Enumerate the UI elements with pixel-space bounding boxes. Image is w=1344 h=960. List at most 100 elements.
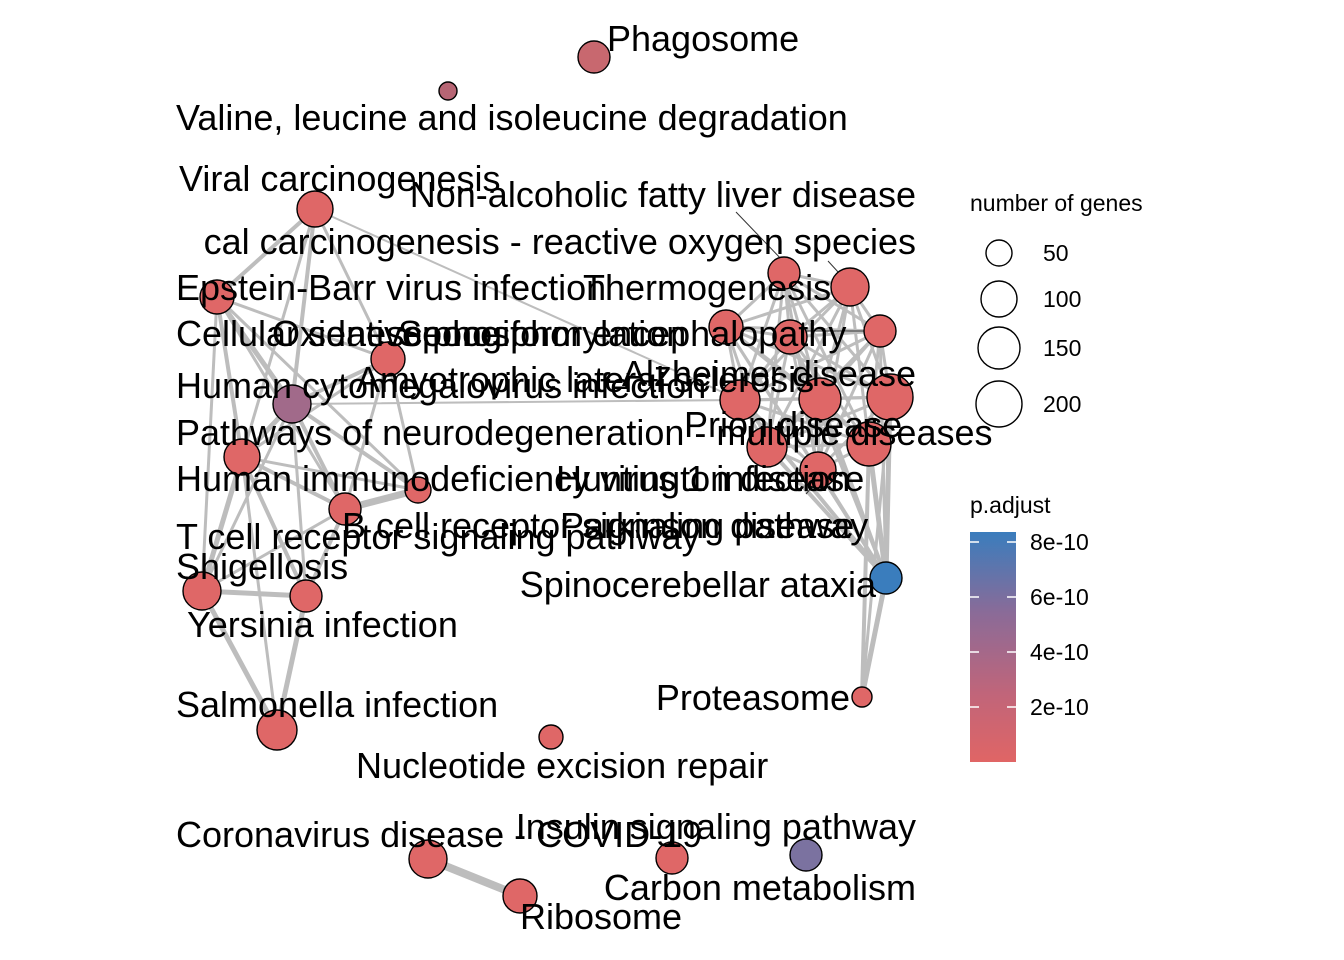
node-thermo	[863, 314, 897, 348]
node-phagosome	[577, 40, 611, 74]
node-label-insulin: Insulin signaling pathway	[516, 806, 916, 847]
size-legend-title: number of genes	[970, 190, 1143, 216]
node-label-shigella: Shigellosis	[176, 546, 348, 587]
node-label-als: Amyotrophic lateral sclerosis	[356, 359, 814, 400]
node-nafld	[767, 256, 801, 290]
color-legend: p.adjust 8e-10 6e-10 4e-10 2e-10	[970, 492, 1089, 762]
node-label-prion: Prion disease	[684, 404, 902, 445]
size-legend-label-200: 200	[1043, 391, 1081, 417]
edge-senescence-bcr	[386, 357, 420, 492]
edge-senescence-tcr	[343, 357, 390, 511]
node-label-salmonella: Salmonella infection	[176, 684, 498, 725]
node-valine	[438, 81, 458, 101]
edge-nafld-als	[738, 271, 786, 402]
node-label-bcr: B cell receptor signaling pathway	[342, 505, 868, 546]
node-oxphos	[708, 309, 744, 345]
edge-hiv-shigella	[199, 454, 245, 594]
size-legend-label-150: 150	[1043, 335, 1081, 361]
edge-yersinia-salmonella	[274, 593, 309, 733]
edge-oxphos-huntington	[724, 325, 871, 446]
color-legend-title: p.adjust	[970, 492, 1051, 518]
node-hiv	[223, 438, 261, 476]
node-ribosome	[502, 878, 538, 914]
edge-ebv-senescence	[215, 295, 390, 361]
node-label-senescence: Cellular senescence	[176, 313, 500, 354]
edge-hiv-bcr	[240, 455, 420, 492]
edge-sca-proteasome	[859, 575, 889, 700]
label-leader-line	[735, 211, 785, 263]
edge-ebv-hiv	[215, 295, 244, 459]
edge-ebv-shigella	[200, 295, 219, 593]
node-als	[719, 379, 761, 421]
edge-viral_carc-senescence	[313, 207, 390, 361]
edge-als-huntington	[738, 398, 871, 446]
node-label-nafld: Non-alcoholic fatty liver disease	[410, 174, 916, 215]
node-tcr	[328, 492, 362, 526]
edge-viral_carc-hiv	[240, 207, 317, 459]
edge-viral_carc-ebv	[215, 207, 317, 299]
edge-sca-prion_enceph	[788, 335, 888, 580]
size-legend-circle-100	[980, 280, 1018, 318]
edge-tcr-shigella	[200, 507, 347, 593]
node-nd	[866, 373, 914, 421]
node-carbon	[789, 838, 823, 872]
edge-hiv-yersinia	[240, 455, 308, 598]
node-salmonella	[256, 709, 298, 751]
edge-thermo-parkinson	[816, 329, 882, 472]
node-label-proteasome: Proteasome	[656, 677, 850, 718]
node-bcr	[404, 476, 432, 504]
edge-shigella-salmonella	[199, 588, 280, 733]
node-label-hcmv: Human cytomegalovirus infection	[176, 365, 706, 406]
node-label-viral_carc: Viral carcinogenesis	[179, 158, 501, 199]
size-legend: number of genes 50 100 150 200	[970, 190, 1143, 428]
color-legend-tick-8e-10: 8e-10	[1030, 529, 1089, 555]
edge-chem_carc-huntington	[848, 285, 871, 446]
node-label-ner: Nucleotide excision repair	[356, 745, 768, 786]
node-parkinson	[799, 451, 837, 489]
size-legend-circle-50	[985, 239, 1013, 267]
size-legend-circle-150	[977, 326, 1021, 370]
node-viral_carc	[296, 190, 334, 228]
color-legend-tick-2e-10: 2e-10	[1030, 694, 1089, 720]
node-proteasome	[851, 686, 873, 708]
node-label-carbon: Carbon metabolism	[604, 867, 916, 908]
node-sca	[869, 561, 903, 595]
node-label-tcr: T cell receptor signaling pathway	[176, 516, 700, 557]
color-legend-tick-4e-10: 4e-10	[1030, 639, 1089, 665]
color-legend-bar	[970, 532, 1016, 762]
node-senescence	[370, 341, 406, 377]
size-legend-label-50: 50	[1043, 240, 1069, 266]
node-label-sca: Spinocerebellar ataxia	[520, 564, 877, 605]
edge-hcmv-bcr	[290, 402, 420, 492]
node-insulin	[655, 841, 689, 875]
node-yersinia	[289, 579, 323, 613]
node-huntington	[846, 421, 892, 467]
node-label-alzheimer: Alzheimer disease	[622, 353, 916, 394]
node-label-covid: Coronavirus disease - COVID-19	[176, 814, 702, 855]
node-label-ebv: Epstein-Barr virus infection	[176, 267, 606, 308]
node-chem_carc	[830, 267, 870, 307]
node-label-nd: Pathways of neurodegeneration - multiple…	[176, 412, 993, 453]
node-covid	[408, 839, 448, 879]
node-label-thermo: Thermogenesis	[583, 267, 831, 308]
node-prion	[746, 426, 788, 468]
node-label-valine: Valine, leucine and isoleucine degradati…	[176, 97, 848, 138]
edge-viral_carc-als	[314, 208, 741, 401]
label-layer: Phagosome Valine, leucine and isoleucine …	[176, 18, 993, 937]
node-ner	[538, 724, 564, 750]
node-label-yersinia: Yersinia infection	[187, 604, 458, 645]
edge-hcmv-yersinia	[290, 402, 308, 598]
edge-hiv-tcr	[240, 455, 347, 511]
node-label-oxphos: Oxidative phosphorylation	[272, 313, 686, 354]
node-label-hiv: Human immunodeficiency virus 1 infection	[176, 458, 850, 499]
node-ebv	[199, 279, 235, 315]
node-prion_enceph	[772, 319, 808, 355]
edge-chem_carc-oxphos	[724, 285, 852, 329]
node-hcmv	[272, 384, 312, 424]
node-label-huntington: Huntington disease	[556, 458, 864, 499]
node-layer	[182, 40, 914, 914]
node-label-chem_carc: cal carcinogenesis - reactive oxygen spe…	[204, 221, 916, 262]
node-label-phagosome: Phagosome	[607, 18, 799, 59]
edge-hcmv-als	[291, 399, 741, 405]
